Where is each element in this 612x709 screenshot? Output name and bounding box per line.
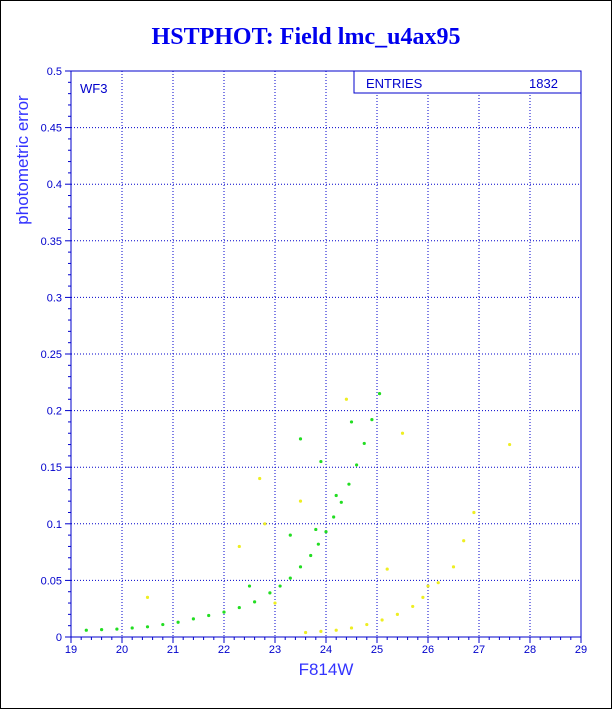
y-tick-label: 0.35 [41, 236, 62, 248]
data-point [365, 622, 369, 627]
data-point [237, 544, 241, 549]
data-point [355, 463, 359, 467]
data-point [273, 601, 277, 605]
x-tick-label: 25 [371, 644, 383, 656]
y-tick-label: 0.45 [41, 123, 62, 135]
data-point [462, 539, 466, 543]
data-point [400, 431, 405, 435]
data-point [237, 605, 241, 610]
data-point [298, 437, 303, 441]
data-point [145, 595, 150, 599]
x-tick-label: 23 [269, 644, 281, 656]
data-point [298, 499, 303, 503]
data-point [385, 567, 389, 571]
data-point [161, 622, 165, 627]
data-point [362, 441, 366, 446]
x-tick-label: 28 [524, 644, 536, 656]
data-point [472, 510, 476, 515]
data-point [377, 392, 382, 396]
stats-box: ENTRIES 1832 [353, 70, 582, 94]
data-point [347, 482, 351, 486]
y-tick-label: 0.1 [47, 519, 62, 531]
y-tick-label: 0.3 [47, 292, 62, 304]
x-tick-label: 24 [320, 644, 332, 656]
data-point [380, 618, 384, 622]
data-point [349, 420, 354, 424]
data-points [84, 392, 512, 635]
data-point [334, 493, 338, 498]
y-tick-label: 0.05 [41, 575, 62, 587]
axis-ticks: 19 20 21 22 23 24 25 26 27 28 29 0 0.05 0.1 0.15 0.2 0.2… [41, 66, 588, 656]
data-point [339, 500, 343, 504]
data-point [344, 397, 348, 401]
data-point [421, 595, 425, 599]
data-point [314, 527, 318, 532]
x-tick-label: 27 [473, 644, 485, 656]
data-point [247, 584, 252, 588]
data-point [309, 553, 313, 558]
y-tick-label: 0.15 [41, 462, 62, 474]
data-point [324, 530, 328, 534]
data-point [395, 612, 399, 616]
data-point [319, 629, 323, 633]
data-point [332, 515, 336, 519]
grid-lines [70, 70, 582, 638]
data-point [207, 613, 211, 618]
data-point [288, 576, 292, 580]
data-point [130, 626, 134, 630]
y-tick-label: 0.4 [47, 179, 62, 191]
data-point [145, 625, 150, 629]
y-tick-label: 0.2 [47, 406, 62, 418]
x-tick-label: 26 [422, 644, 434, 656]
chart-title: HSTPHOT: Field lmc_u4ax95 [151, 24, 461, 50]
data-point [319, 459, 323, 464]
data-point [258, 476, 262, 481]
data-point [334, 628, 338, 632]
stats-value: 1832 [529, 76, 558, 91]
data-point [508, 442, 512, 447]
x-tick-label: 29 [575, 644, 587, 656]
data-point [191, 617, 195, 621]
data-point [222, 610, 226, 614]
stats-label: ENTRIES [366, 76, 423, 91]
data-point [451, 565, 456, 569]
x-tick-label: 22 [218, 644, 230, 656]
y-tick-label: 0.25 [41, 349, 62, 361]
data-point [298, 565, 303, 569]
data-point [349, 626, 354, 630]
data-point [84, 628, 88, 632]
data-point [304, 630, 308, 635]
x-tick-label: 20 [116, 644, 128, 656]
data-point [100, 628, 104, 632]
data-point [268, 591, 272, 595]
data-point [288, 533, 292, 537]
y-tick-label: 0.5 [47, 66, 62, 78]
panel-label: WF3 [80, 81, 107, 96]
x-tick-label: 19 [65, 644, 77, 656]
data-point [176, 620, 180, 624]
y-tick-label: 0 [56, 632, 62, 644]
x-tick-label: 21 [167, 644, 179, 656]
data-point [278, 584, 282, 588]
data-point [370, 418, 374, 422]
data-point [263, 522, 267, 526]
data-point [115, 627, 119, 631]
data-point [411, 604, 415, 609]
data-point [316, 542, 320, 546]
y-axis-title: photometric error [13, 95, 32, 225]
data-point [253, 600, 257, 604]
x-axis-title: F814W [299, 660, 354, 679]
data-point [436, 581, 440, 585]
data-point [426, 584, 430, 588]
